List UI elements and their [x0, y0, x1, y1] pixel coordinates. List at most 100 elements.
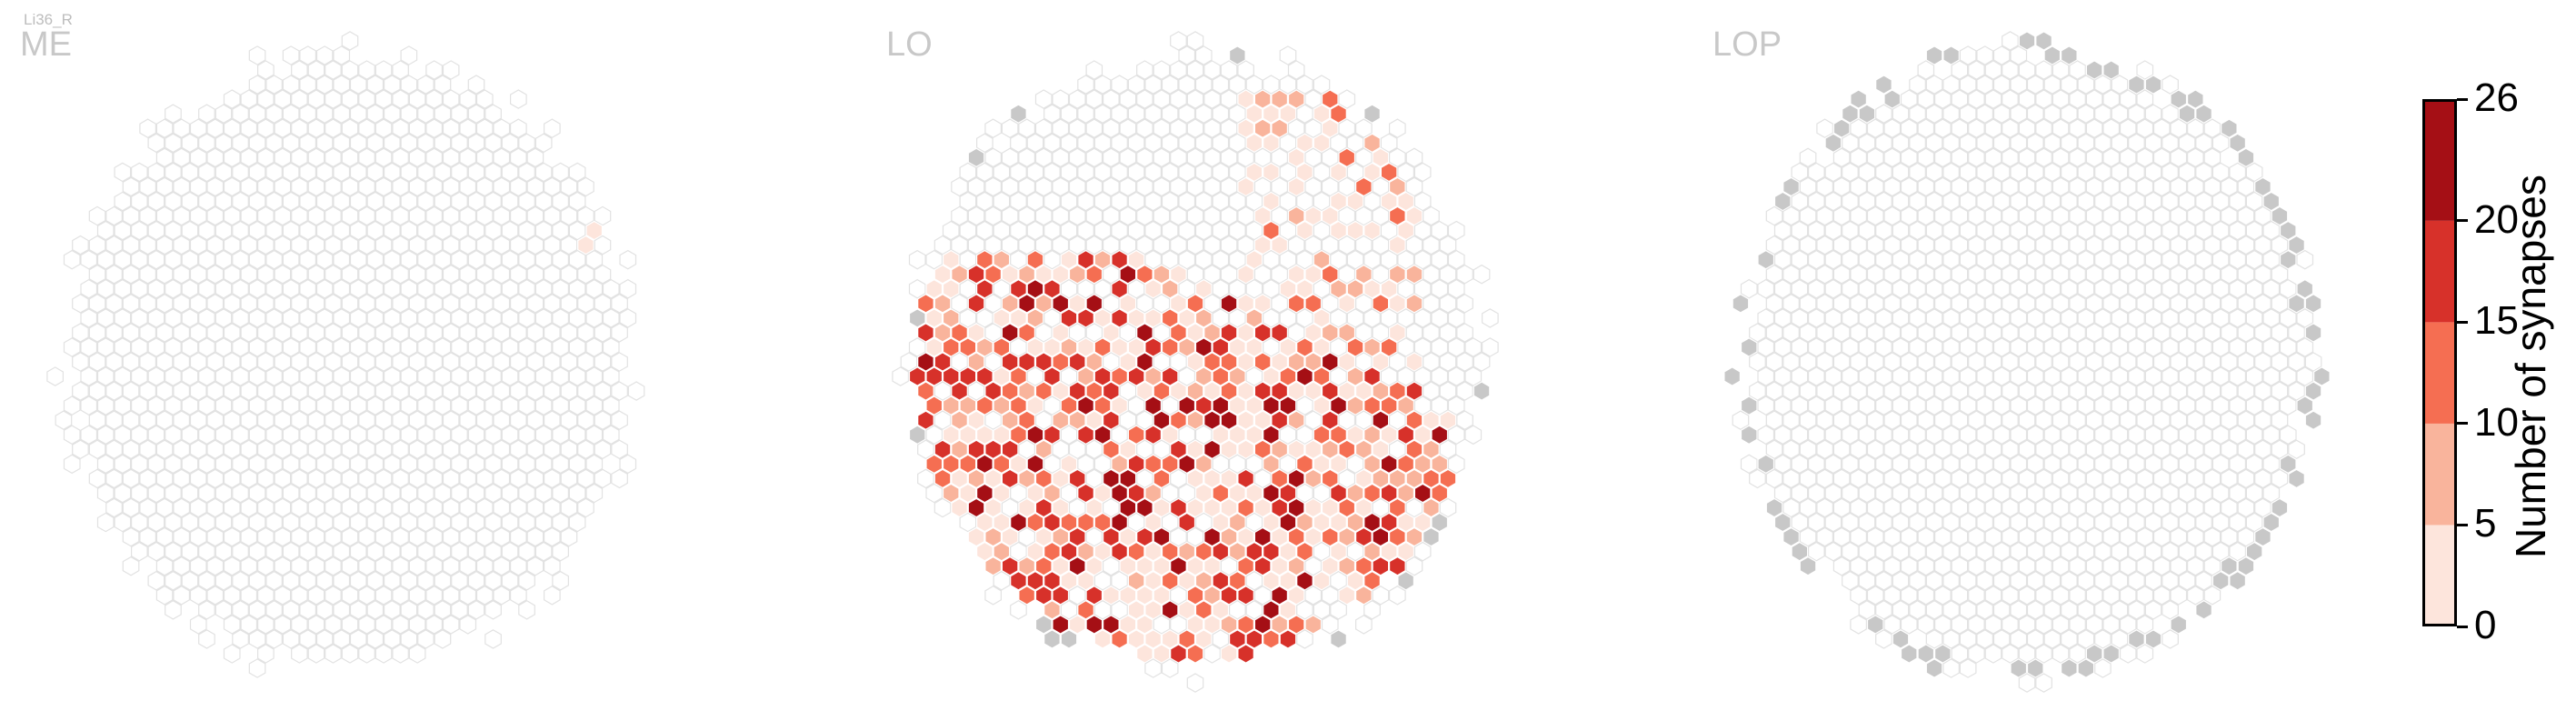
- hex-cell: [993, 220, 1011, 241]
- hex-cell: [147, 278, 165, 299]
- hex-cell: [1413, 162, 1432, 183]
- hex-cell: [147, 396, 165, 416]
- hex-cell: [2111, 337, 2129, 357]
- hex-cell: [282, 104, 300, 124]
- hex-cell: [1111, 366, 1128, 386]
- hex-cell: [1068, 118, 1086, 138]
- hex-cell: [2102, 556, 2120, 576]
- hex-cell: [1909, 425, 1926, 446]
- hex-cell: [1330, 396, 1347, 416]
- hex-cell: [2237, 352, 2255, 372]
- hex-cell: [341, 497, 359, 518]
- hex-cell: [1263, 308, 1280, 328]
- hex-cell: [1968, 586, 1985, 606]
- hex-cell: [510, 118, 527, 138]
- hex-cell: [358, 468, 375, 489]
- hex-cell: [475, 497, 494, 518]
- hex-cell: [248, 366, 266, 386]
- hex-cell: [1287, 556, 1305, 576]
- hex-cell: [333, 191, 351, 212]
- hex-cell: [2170, 381, 2188, 401]
- hex-cell: [1203, 147, 1221, 168]
- hex-cell: [1060, 220, 1078, 241]
- hex-cell: [1052, 586, 1070, 606]
- hex-cell: [1103, 294, 1120, 314]
- hex-cell: [1984, 294, 2002, 314]
- hex-cell: [1413, 278, 1432, 299]
- hex-cell: [1026, 454, 1044, 475]
- hex-cell: [1330, 454, 1347, 475]
- hex-cell: [1959, 75, 1977, 95]
- hex-cell: [1186, 381, 1204, 401]
- hex-cell: [1338, 410, 1356, 430]
- hex-cell: [1338, 118, 1356, 138]
- hex-cell: [1757, 337, 1775, 357]
- hex-cell: [215, 220, 233, 241]
- hex-cell: [291, 615, 308, 635]
- hex-cell: [917, 439, 934, 460]
- hex-cell: [2262, 366, 2281, 386]
- hex-cell: [2296, 278, 2314, 299]
- hex-cell: [198, 425, 215, 446]
- hex-cell: [2119, 497, 2137, 518]
- hex-cell: [333, 337, 351, 357]
- hex-cell: [568, 483, 586, 504]
- hex-cell: [173, 294, 190, 314]
- hex-cell: [493, 294, 511, 314]
- hex-cell: [139, 235, 156, 255]
- hex-cell: [611, 352, 628, 372]
- hex-cell: [1808, 191, 1825, 212]
- hex-cell: [1992, 104, 2011, 124]
- hex-cell: [2271, 235, 2289, 255]
- hex-cell: [2069, 176, 2086, 197]
- hex-cell: [1052, 89, 1070, 109]
- hex-cell: [1093, 483, 1112, 504]
- hex-cell: [1842, 396, 1859, 416]
- hex-cell: [959, 512, 977, 533]
- hex-cell: [374, 352, 393, 372]
- hex-cell: [1018, 118, 1035, 138]
- hex-cell: [374, 147, 393, 168]
- hex-cell: [1144, 337, 1162, 357]
- hex-cell: [1824, 220, 1842, 241]
- hex-cell: [315, 570, 334, 591]
- hex-cell: [1917, 89, 1935, 109]
- hex-cell: [2128, 512, 2145, 533]
- hex-cell: [1942, 483, 1960, 504]
- hex-cell: [155, 410, 174, 430]
- hex-cell: [1934, 294, 1952, 314]
- hex-cell: [1229, 366, 1246, 386]
- hex-cell: [434, 425, 452, 446]
- hex-cell: [2262, 249, 2281, 270]
- hex-cell: [2061, 104, 2078, 124]
- colorbar-title: Number of synapses: [2507, 175, 2554, 558]
- hex-cell: [1346, 570, 1364, 591]
- hex-cell: [1161, 483, 1179, 504]
- hex-cell: [324, 556, 342, 576]
- hex-cell: [2010, 278, 2028, 299]
- hex-cell: [139, 118, 156, 138]
- hex-cell: [2069, 556, 2086, 576]
- hex-cell: [1229, 278, 1246, 299]
- hex-cell: [1380, 396, 1398, 416]
- hex-cell: [408, 323, 426, 343]
- hex-cell: [1934, 176, 1952, 197]
- hex-cell: [265, 512, 283, 533]
- hex-cell: [1170, 497, 1187, 518]
- hex-cell: [568, 454, 586, 475]
- hex-cell: [467, 483, 485, 504]
- hex-cell: [248, 483, 266, 504]
- hex-cell: [299, 45, 316, 65]
- hex-cell: [1212, 133, 1230, 154]
- hex-cell: [1850, 497, 1867, 518]
- hex-cell: [1959, 366, 1977, 386]
- hex-cell: [1968, 294, 1985, 314]
- hex-cell: [2002, 205, 2019, 226]
- hex-cell: [315, 278, 334, 299]
- hex-cell: [1389, 381, 1406, 401]
- hex-cell: [122, 352, 140, 372]
- hex-cell: [1765, 439, 1783, 460]
- hex-cell: [2237, 264, 2255, 285]
- hex-cell: [131, 541, 148, 562]
- hex-cell: [349, 425, 367, 446]
